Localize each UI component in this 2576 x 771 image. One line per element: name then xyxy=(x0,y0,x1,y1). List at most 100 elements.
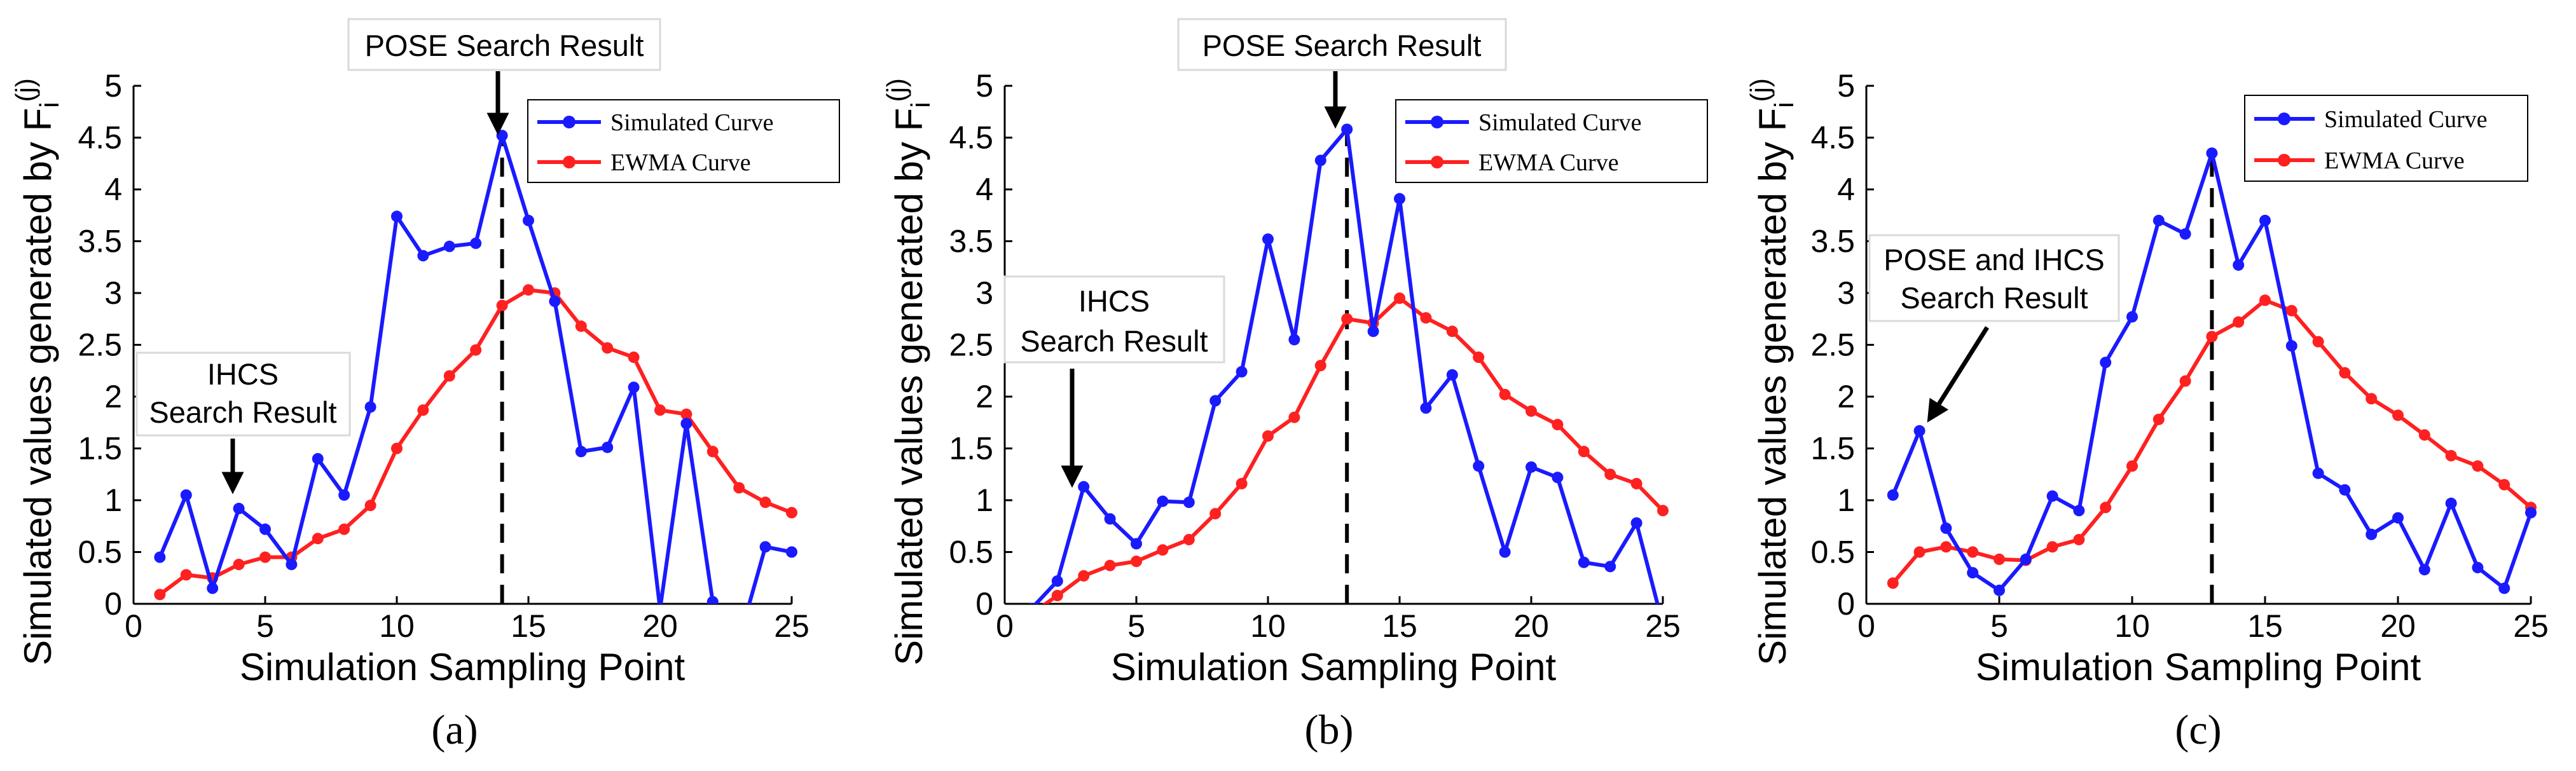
data-point-simulated-curve xyxy=(575,446,587,458)
data-point-simulated-curve xyxy=(786,546,797,558)
data-point-simulated-curve xyxy=(1630,517,1643,529)
data-point-ewma-curve xyxy=(1236,477,1248,489)
data-point-simulated-curve xyxy=(602,441,614,453)
annotation-text: IHCS xyxy=(207,357,279,391)
data-point-simulated-curve xyxy=(1604,561,1616,573)
data-point-ewma-curve xyxy=(2312,336,2324,348)
y-tick-label: 4 xyxy=(1837,172,1855,207)
legend-box xyxy=(527,99,840,183)
data-point-simulated-curve xyxy=(338,489,350,501)
y-tick-label: 3 xyxy=(1837,275,1855,311)
data-point-simulated-curve xyxy=(2046,490,2058,502)
data-point-simulated-curve xyxy=(706,596,719,604)
data-point-ewma-curve xyxy=(2445,449,2457,461)
data-point-simulated-curve xyxy=(470,237,482,249)
data-point-ewma-curve xyxy=(2259,294,2271,306)
data-point-simulated-curve xyxy=(1446,369,1458,381)
data-point-simulated-curve xyxy=(154,551,166,563)
annotation-box xyxy=(347,18,661,71)
y-tick-label: 1.5 xyxy=(78,431,122,467)
data-point-simulated-curve xyxy=(2339,484,2351,496)
x-tick-label: 25 xyxy=(774,608,809,644)
x-axis-label: Simulation Sampling Point xyxy=(1976,646,2421,688)
series-ewma-curve xyxy=(154,284,797,601)
data-point-simulated-curve xyxy=(1131,538,1142,550)
data-point-ewma-curve xyxy=(312,533,324,545)
y-tick-label: 3.5 xyxy=(1810,224,1855,259)
y-tick-label: 2.5 xyxy=(78,327,122,363)
data-point-ewma-curve xyxy=(2233,316,2245,328)
legend: Simulated Curve EWMA Curve xyxy=(527,99,840,183)
legend-simulated-label: Simulated Curve xyxy=(1478,109,1641,136)
data-point-ewma-curve xyxy=(1288,411,1300,423)
annotation-text: Search Result xyxy=(1900,281,2088,315)
data-point-ewma-curve xyxy=(628,351,640,364)
annotation-text: Search Result xyxy=(149,395,336,429)
data-point-ewma-curve xyxy=(2285,304,2297,317)
data-point-ewma-curve xyxy=(2126,460,2138,472)
data-point-simulated-curve xyxy=(2100,357,2112,369)
series-simulated-curve xyxy=(1887,147,2537,596)
data-point-ewma-curve xyxy=(2152,413,2165,425)
data-point-simulated-curve xyxy=(233,503,245,515)
data-point-ewma-curve xyxy=(733,482,745,494)
y-tick-label: 0.5 xyxy=(78,535,122,570)
data-point-ewma-curve xyxy=(1887,577,1899,589)
annotation-ihcs: IHCS Search Result xyxy=(1003,275,1225,488)
data-point-simulated-curve xyxy=(2445,497,2457,509)
data-point-ewma-curve xyxy=(259,551,271,563)
x-tick-label: 10 xyxy=(2114,608,2150,644)
data-point-simulated-curve xyxy=(1288,334,1300,346)
x-tick-label: 15 xyxy=(1382,608,1417,644)
data-point-simulated-curve xyxy=(1499,546,1511,558)
data-point-ewma-curve xyxy=(1940,541,1952,553)
data-point-simulated-curve xyxy=(1578,556,1590,568)
series-ewma-curve xyxy=(1887,294,2537,589)
annotation-text: POSE and IHCS xyxy=(1884,243,2104,276)
x-axis-label: Simulation Sampling Point xyxy=(240,646,685,688)
y-tick-label: 1 xyxy=(104,482,122,518)
data-point-simulated-curve xyxy=(733,634,745,646)
data-point-ewma-curve xyxy=(1420,312,1432,324)
data-point-ewma-curve xyxy=(1913,546,1925,558)
data-point-simulated-curve xyxy=(523,214,534,226)
data-point-ewma-curve xyxy=(1157,544,1169,556)
data-point-simulated-curve xyxy=(2392,512,2404,524)
legend: Simulated Curve EWMA Curve xyxy=(1395,99,1708,183)
x-axis-label: Simulation Sampling Point xyxy=(1111,646,1557,688)
series-simulated-curve xyxy=(154,130,797,646)
y-tick-label: 1 xyxy=(975,482,993,518)
annotation-box xyxy=(1868,234,2120,322)
data-point-simulated-curve xyxy=(1394,193,1405,205)
y-tick-label: 2 xyxy=(104,379,122,414)
data-point-simulated-curve xyxy=(680,418,692,430)
legend-simulated-label: Simulated Curve xyxy=(2324,106,2487,133)
legend-simulated-marker xyxy=(1431,116,1443,128)
y-tick-label: 4 xyxy=(104,172,122,207)
data-point-ewma-curve xyxy=(364,500,376,512)
data-point-ewma-curve xyxy=(1967,546,1979,558)
legend-box xyxy=(1395,99,1708,183)
data-point-simulated-curve xyxy=(2126,311,2138,323)
y-tick-label: 3.5 xyxy=(78,224,122,259)
chart-c: 0 5 10 15 20 25 0 0.5 1 1.5 2 2.5 3 3.5 4 4.5 5 Simulati… xyxy=(1745,68,2549,753)
data-point-simulated-curve xyxy=(658,603,663,604)
data-point-ewma-curve xyxy=(2418,429,2430,441)
x-tick-label: 25 xyxy=(2513,608,2549,644)
data-point-ewma-curve xyxy=(2392,409,2404,421)
annotation-ihcs: IHCS Search Result xyxy=(135,351,351,495)
plot-area: 0 5 10 15 20 25 0 0.5 1 1.5 2 2.5 3 3.5 4 4.5 5 xyxy=(949,68,1680,644)
data-point-ewma-curve xyxy=(2206,331,2218,343)
data-point-ewma-curve xyxy=(1657,505,1669,517)
legend: Simulated Curve EWMA Curve xyxy=(2244,95,2528,182)
data-point-ewma-curve xyxy=(233,559,245,571)
data-point-ewma-curve xyxy=(391,442,403,454)
data-point-simulated-curve xyxy=(496,130,508,142)
data-point-simulated-curve xyxy=(1104,513,1116,525)
x-tick-label: 5 xyxy=(256,608,274,644)
data-point-ewma-curve xyxy=(443,370,455,382)
data-point-ewma-curve xyxy=(2366,393,2378,405)
data-point-ewma-curve xyxy=(1341,313,1353,325)
y-axis-label: Simulated values generated by Fi(j) xyxy=(10,78,64,665)
